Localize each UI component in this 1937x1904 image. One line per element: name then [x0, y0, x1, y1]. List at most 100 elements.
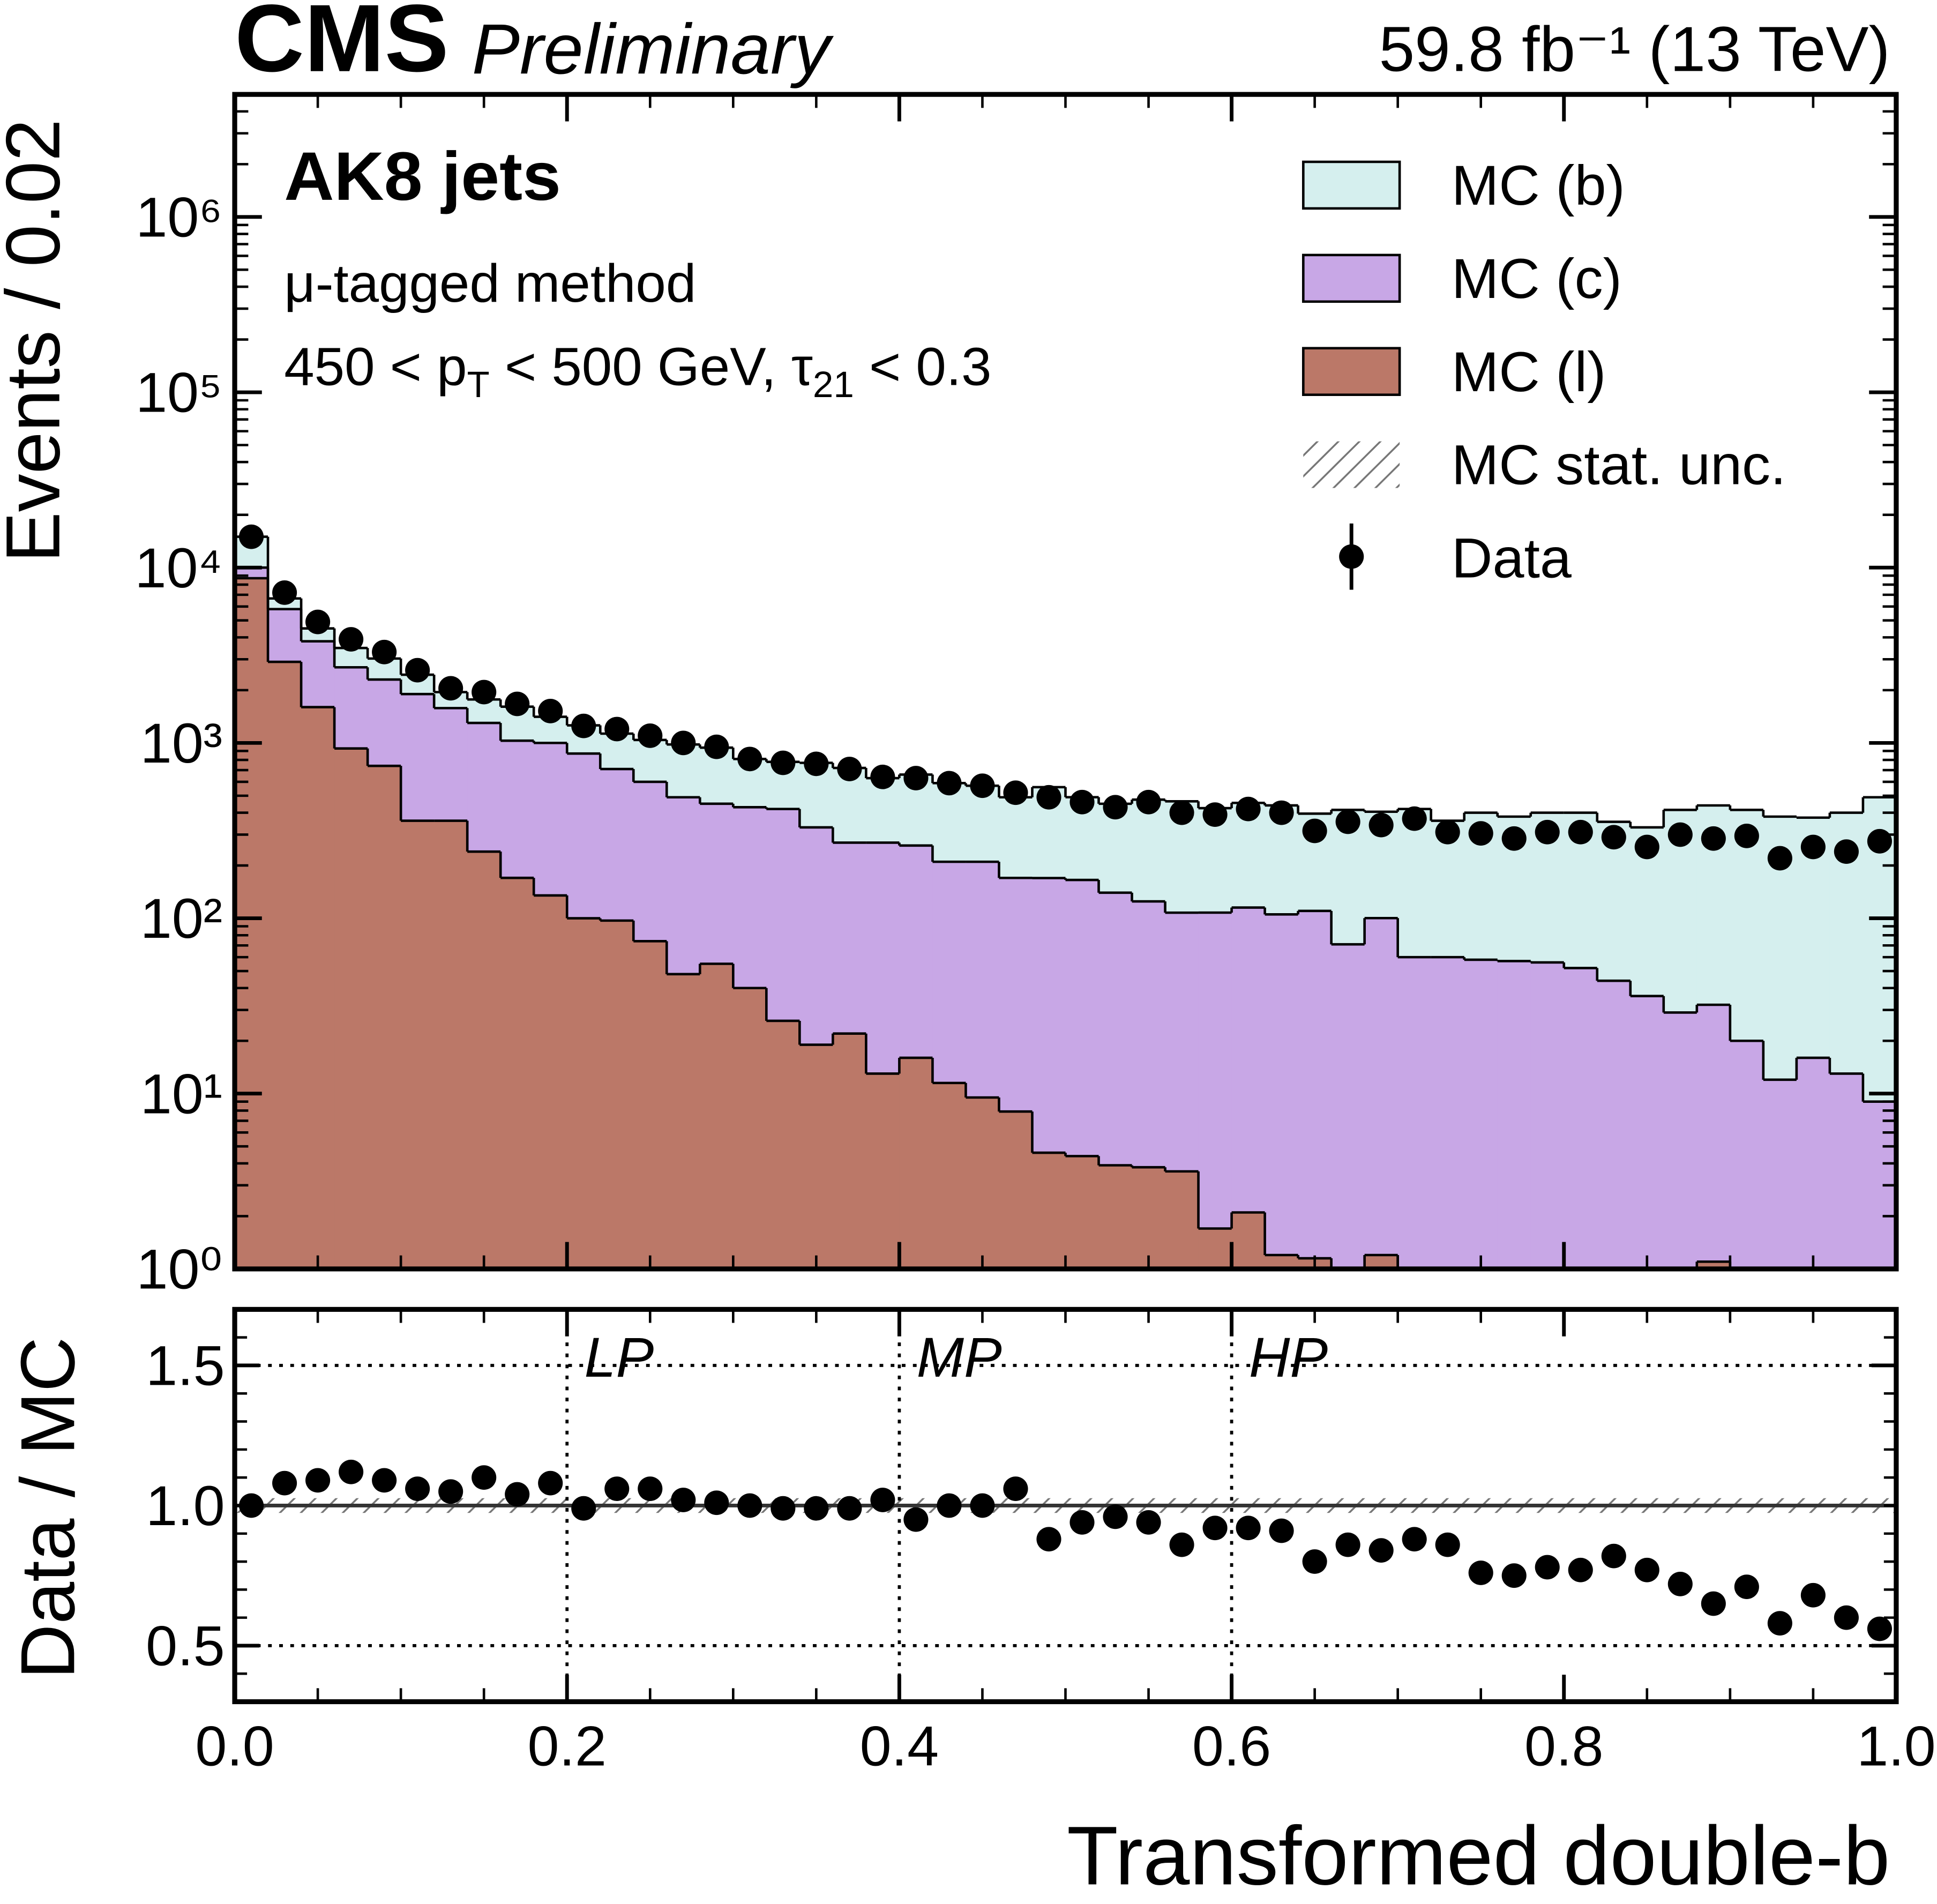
x-tick-label: 1.0 — [1857, 1715, 1935, 1778]
data-point — [472, 680, 497, 705]
hist-bar — [268, 662, 302, 1269]
data-point — [1867, 828, 1892, 854]
data-point — [1402, 806, 1427, 831]
hist-bar — [1763, 1079, 1798, 1269]
data-point — [571, 713, 596, 738]
lumi-label: 59.8 fb⁻¹ (13 TeV) — [1379, 14, 1890, 85]
hist-bar — [799, 827, 834, 1045]
selection: 450 < pT < 500 GeV, τ21 < 0.3 — [284, 337, 991, 405]
legend-label: Data — [1452, 527, 1572, 590]
hist-bar — [1298, 910, 1333, 1259]
ratio-point — [339, 1459, 364, 1484]
hist-bar — [1231, 907, 1266, 1213]
y-tick-label: 10⁶ — [136, 186, 222, 249]
ratio-point — [771, 1496, 796, 1521]
ratio-point — [1501, 1563, 1527, 1588]
hist-bar — [1464, 959, 1499, 1269]
ratio-point — [1136, 1510, 1161, 1535]
hist-bar — [1630, 996, 1665, 1269]
hist-bar — [1364, 918, 1399, 1255]
ratio-point — [1568, 1557, 1593, 1582]
data-point — [870, 764, 895, 789]
data-point — [1202, 802, 1228, 827]
hist-bar — [1597, 981, 1632, 1269]
ratio-point — [837, 1496, 862, 1521]
hist-bar — [534, 743, 568, 895]
hist-bar — [467, 723, 502, 852]
ratio-point — [870, 1488, 895, 1512]
ratio-point — [1734, 1574, 1759, 1599]
data-point — [1302, 818, 1327, 843]
ratio-y-tick-label: 1.0 — [146, 1474, 225, 1537]
ratio-point — [1601, 1543, 1626, 1569]
hist-bar — [600, 920, 634, 1269]
wp-label: MP — [917, 1326, 1002, 1390]
hist-bar — [1530, 962, 1565, 1269]
hist-bar — [866, 842, 900, 1074]
ratio-point — [903, 1507, 929, 1532]
selection-sub: T — [467, 364, 490, 405]
ratio-point — [1003, 1476, 1028, 1501]
data-point — [1070, 789, 1095, 815]
ratio-frame — [232, 1306, 1899, 1705]
hist-bar — [667, 974, 701, 1269]
x-tick-label: 0.6 — [1192, 1715, 1271, 1778]
legend-label: MC (b) — [1452, 154, 1625, 217]
hist-bar — [334, 748, 369, 1269]
data-point — [1601, 825, 1626, 850]
data-point — [671, 730, 696, 756]
data-point — [272, 580, 297, 605]
data-point — [1800, 834, 1826, 860]
data-point — [704, 734, 729, 759]
ratio-point — [704, 1490, 729, 1515]
data-point — [1535, 819, 1560, 845]
hist-bar — [999, 878, 1033, 1112]
hist-bar — [1796, 1057, 1831, 1269]
y-tick-label: 10⁵ — [136, 361, 222, 424]
selection-sub: 21 — [813, 364, 854, 405]
selection-part: 450 < p — [284, 337, 467, 397]
hist-bar — [500, 741, 535, 878]
ratio-point — [571, 1496, 596, 1521]
hist-bar — [932, 862, 967, 1083]
hist-bar — [1696, 1261, 1731, 1269]
hist-bar — [1165, 1171, 1199, 1269]
hist-bar — [467, 852, 502, 1269]
ratio-point — [1302, 1549, 1327, 1574]
data-point — [1103, 795, 1128, 820]
hist-bar — [301, 707, 335, 1269]
hist-bar — [1132, 1167, 1166, 1269]
y-tick-label: 10² — [140, 887, 222, 951]
y-tick-label: 10¹ — [140, 1063, 222, 1126]
hist-bar — [1730, 1041, 1764, 1269]
data-point — [1701, 826, 1726, 851]
data-point — [372, 639, 397, 664]
hist-bar — [1032, 1153, 1066, 1269]
hist-bar — [1132, 800, 1166, 902]
data-point — [1335, 809, 1360, 834]
x-tick-label: 0.2 — [528, 1715, 607, 1778]
hist-bar — [235, 578, 269, 1269]
ratio-point — [405, 1476, 430, 1501]
data-point — [737, 746, 762, 772]
legend-swatch — [1302, 253, 1401, 303]
hist-bar — [334, 667, 369, 749]
data-point — [604, 716, 630, 742]
data-point — [1435, 819, 1460, 845]
ratio-point — [305, 1468, 331, 1493]
hist-bar — [1065, 1156, 1100, 1269]
hist-bar — [999, 797, 1033, 878]
hist-bar — [1829, 1073, 1864, 1269]
x-axis-label: Transformed double-b — [1067, 1810, 1890, 1902]
ratio-point — [1435, 1532, 1460, 1557]
hist-bar — [401, 694, 435, 821]
selection-part: < 500 GeV, τ — [490, 337, 813, 397]
hist-bar — [1497, 961, 1532, 1269]
hist-bar — [401, 820, 435, 1269]
legend-marker — [1339, 544, 1364, 569]
hist-bar — [966, 862, 1000, 1098]
hist-bar — [1165, 913, 1199, 1171]
ratio-point — [937, 1493, 962, 1518]
hist-bar — [1065, 880, 1100, 1156]
ratio-point — [671, 1488, 696, 1512]
